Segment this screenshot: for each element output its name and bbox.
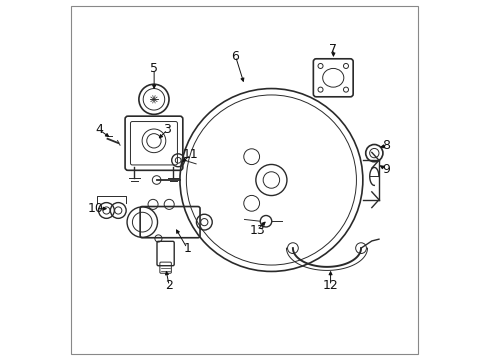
Text: 7: 7 (329, 42, 337, 55)
Text: 12: 12 (322, 279, 338, 292)
Text: 2: 2 (165, 279, 173, 292)
Text: 3: 3 (163, 123, 171, 136)
Text: 1: 1 (183, 242, 191, 255)
Text: 8: 8 (381, 139, 389, 152)
Text: 10: 10 (87, 202, 103, 215)
Text: 6: 6 (231, 50, 239, 63)
Text: 9: 9 (382, 163, 389, 176)
Text: 11: 11 (183, 148, 198, 161)
Text: 13: 13 (249, 224, 264, 237)
Text: 4: 4 (95, 123, 103, 136)
Text: 5: 5 (150, 62, 158, 75)
